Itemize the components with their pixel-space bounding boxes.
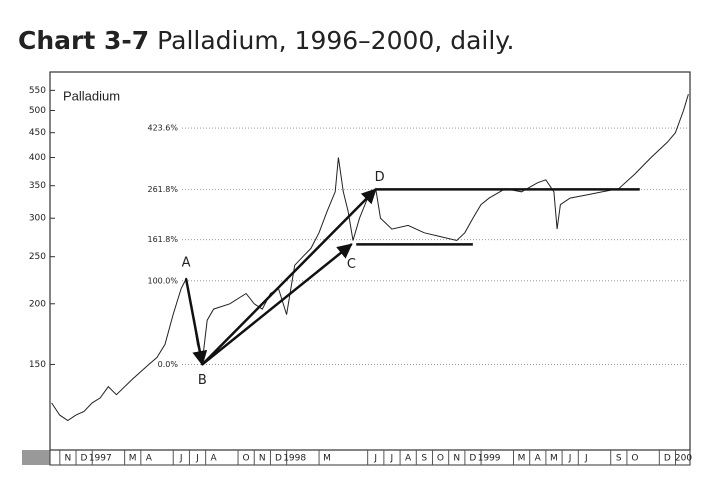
fib-label: 0.0%: [158, 360, 179, 369]
chart-title: Chart 3-7 Palladium, 1996–2000, daily.: [18, 26, 514, 55]
y-tick-label: 550: [29, 86, 46, 96]
fib-label: 161.8%: [147, 235, 178, 244]
x-tick-label: M: [323, 454, 331, 464]
y-tick-label: 400: [29, 153, 46, 163]
point-label: A: [182, 255, 191, 270]
x-tick-label: J: [584, 454, 588, 464]
y-tick-label: 300: [29, 214, 46, 224]
x-tick-label: A: [535, 454, 542, 464]
y-tick-label: 250: [29, 252, 46, 262]
point-label: C: [347, 257, 356, 272]
point-anchor: [185, 277, 188, 280]
x-tick-label: D: [664, 454, 671, 464]
fib-label: 261.8%: [147, 185, 178, 194]
corner-box: [22, 450, 50, 465]
price-line: [51, 94, 689, 422]
y-tick-label: 150: [29, 360, 46, 370]
x-tick-label: N: [453, 454, 460, 464]
x-tick-label: N: [259, 454, 266, 464]
x-tick-label: J: [179, 454, 183, 464]
point-label: D: [375, 170, 385, 185]
x-tick-label: A: [405, 454, 412, 464]
y-tick-label: 350: [29, 181, 46, 191]
x-tick-label: J: [373, 454, 377, 464]
plot-frame: [49, 71, 691, 451]
arrow: [184, 278, 208, 366]
x-tick-label: M: [550, 454, 558, 464]
x-tick-label: S: [421, 454, 427, 464]
x-tick-label: A: [146, 454, 153, 464]
y-tick-label: 200: [29, 299, 46, 309]
x-tick-label: 1999: [478, 454, 501, 464]
x-tick-label: D: [469, 454, 476, 464]
point-anchor: [201, 363, 204, 366]
title-label: Chart 3-7: [18, 26, 149, 55]
y-tick-label: 500: [29, 106, 46, 116]
x-tick-label: M: [518, 454, 526, 464]
title-text: Palladium, 1996–2000, daily.: [157, 26, 514, 55]
x-tick-label: M: [129, 454, 137, 464]
arrow: [201, 188, 377, 366]
x-tick-label: D: [275, 454, 282, 464]
x-tick-label: S: [616, 454, 622, 464]
x-tick-label: O: [437, 454, 444, 464]
x-tick-label: N: [64, 454, 71, 464]
x-tick-label: 200: [675, 454, 692, 464]
x-tick-label: D: [81, 454, 88, 464]
x-axis-band: [49, 449, 691, 466]
point-label: B: [198, 373, 207, 388]
fib-label: 423.6%: [147, 124, 178, 133]
x-tick-label: J: [390, 454, 394, 464]
x-tick-label: J: [568, 454, 572, 464]
fib-label: 100.0%: [147, 276, 178, 285]
y-tick-label: 450: [29, 128, 46, 138]
x-tick-label: J: [195, 454, 199, 464]
x-tick-label: A: [211, 454, 218, 464]
arrow: [201, 243, 353, 366]
point-anchor: [350, 243, 353, 246]
legend-label: Palladium: [63, 88, 120, 103]
point-anchor: [374, 188, 377, 191]
x-tick-label: 1997: [89, 454, 112, 464]
x-tick-label: O: [243, 454, 250, 464]
x-tick-label: O: [631, 454, 638, 464]
x-tick-label: 1998: [283, 454, 306, 464]
